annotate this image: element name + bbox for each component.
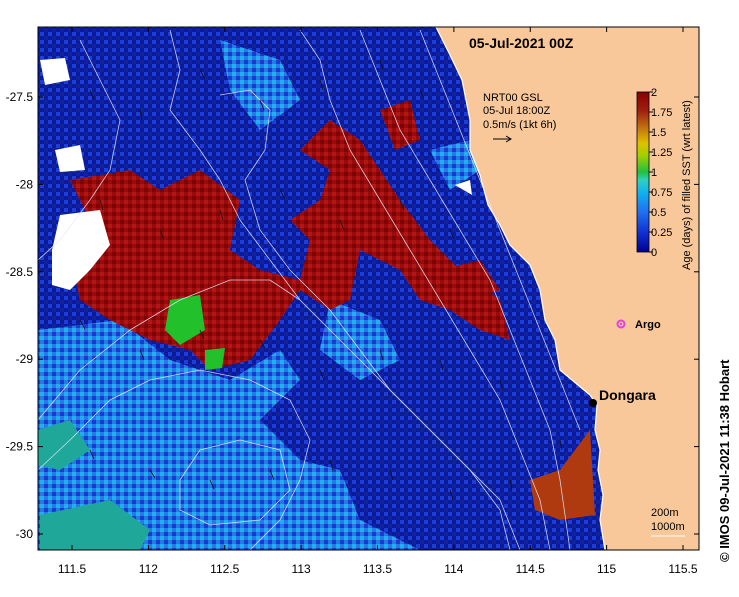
- colorbar-tick-label: 1: [651, 167, 657, 179]
- land-mass: [436, 27, 699, 550]
- y-tick-label: -27.5: [6, 90, 34, 104]
- dongara-marker[interactable]: [589, 399, 597, 407]
- map-frame: [37, 26, 700, 551]
- y-tick-label: -28.5: [6, 265, 34, 279]
- sst-green-regions: [165, 295, 225, 370]
- isobath-label-1000: 1000m: [651, 521, 685, 533]
- colorbar-tick-label: 0.25: [651, 227, 672, 239]
- colorbar-tick-label: 0: [651, 247, 657, 259]
- x-tick-label: 114.5: [516, 562, 545, 576]
- y-tick-label: -29.5: [6, 440, 34, 454]
- current-legend-line2: 05-Jul 18:00Z: [483, 105, 551, 117]
- colorbar-tick-label: 0.75: [651, 187, 672, 199]
- x-tick-label: 112.5: [210, 562, 239, 576]
- x-tick-label: 114: [444, 562, 463, 576]
- isobath-legend: 200m 1000m: [651, 507, 685, 537]
- map-title: 05-Jul-2021 00Z: [469, 35, 574, 51]
- colorbar-title: Age (days) of filled SST (wrt latest): [681, 100, 693, 270]
- x-tick-label: 115: [597, 562, 616, 576]
- x-tick-label: 115.5: [668, 562, 697, 576]
- map-area[interactable]: Argo Dongara 05-Jul-2021 00Z NRT00 GSL 0…: [38, 27, 699, 550]
- dongara-label: Dongara: [599, 387, 656, 403]
- y-tick-label: -30: [16, 527, 34, 541]
- contour-lines: [38, 29, 581, 550]
- colorbar: 2 1.75 1.5 1.25 1 0.75 0.5 0.25 0 Age (days) of …: [636, 87, 693, 270]
- current-legend: NRT00 GSL 05-Jul 18:00Z 0.5m/s (1kt 6h): [483, 92, 556, 143]
- x-tick-label: 113.5: [363, 562, 392, 576]
- argo-marker[interactable]: [616, 319, 626, 329]
- x-tick-label: 111.5: [58, 562, 87, 576]
- sst-light-blue-regions: [38, 40, 480, 550]
- argo-label: Argo: [635, 319, 661, 331]
- y-axis: -27.5 -28 -28.5 -29 -29.5 -30: [6, 90, 699, 541]
- current-vectors: [79, 59, 563, 501]
- isobath-label-200: 200m: [651, 507, 679, 519]
- x-tick-label: 112: [139, 562, 158, 576]
- y-tick-label: -28: [16, 177, 34, 191]
- y-tick-label: -29: [16, 352, 34, 366]
- current-legend-arrowhead-icon: [505, 135, 512, 143]
- colorbar-ramp: [636, 91, 650, 253]
- no-data-regions: [40, 58, 472, 290]
- x-tick-label: 113: [292, 562, 311, 576]
- colorbar-tick-label: 1.25: [651, 147, 672, 159]
- credit-text: © IMOS 09-Jul-2021 11:38 Hobart: [717, 359, 732, 562]
- current-legend-line3: 0.5m/s (1kt 6h): [483, 119, 556, 131]
- current-legend-line1: NRT00 GSL: [483, 92, 543, 104]
- x-axis: 111.5 112 112.5 113 113.5 114 114.5 115 115.5: [58, 27, 698, 576]
- colorbar-ticks: 2 1.75 1.5 1.25 1 0.75 0.5 0.25 0: [649, 87, 672, 259]
- colorbar-tick-label: 1.75: [651, 107, 672, 119]
- colorbar-tick-label: 1.5: [651, 127, 666, 139]
- coastline: [435, 27, 606, 550]
- colorbar-tick-label: 0.5: [651, 207, 666, 219]
- colorbar-tick-label: 2: [651, 87, 657, 99]
